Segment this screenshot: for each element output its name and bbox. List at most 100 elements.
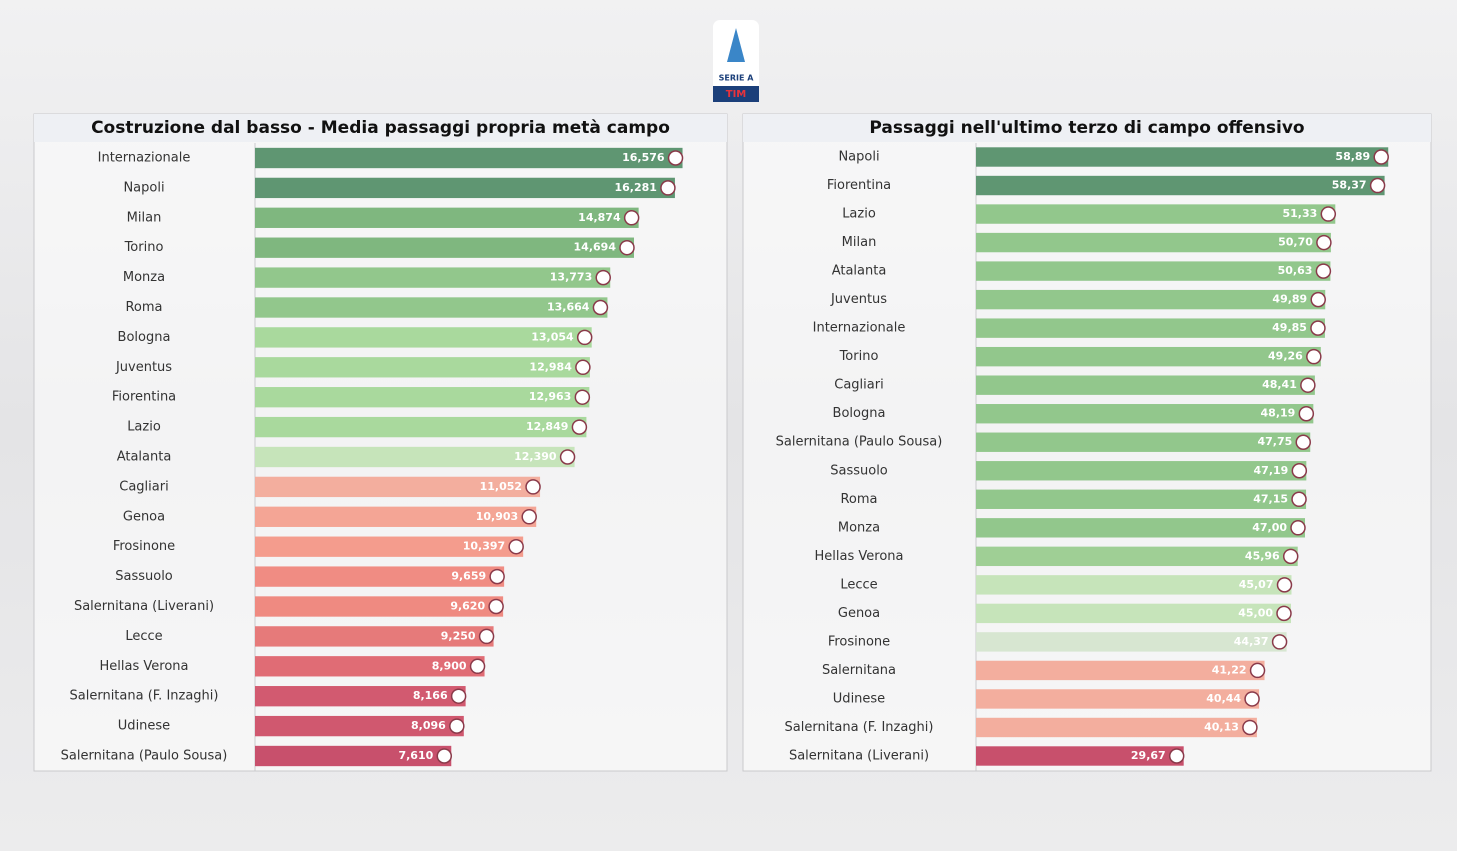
team-badge [667, 150, 684, 166]
category-label: Salernitana [822, 663, 896, 678]
value-label: 47,00 [1252, 521, 1287, 534]
team-badge [1271, 634, 1288, 650]
category-label: Atalanta [117, 450, 172, 465]
category-label: Salernitana (Paulo Sousa) [776, 435, 943, 450]
category-label: Roma [125, 300, 162, 315]
team-badge [1320, 206, 1337, 222]
bar [255, 656, 485, 677]
category-label: Roma [840, 492, 877, 507]
panel-title: Passaggi nell'ultimo terzo di campo offe… [869, 118, 1304, 138]
category-label: Bologna [118, 330, 171, 345]
team-badge [660, 180, 676, 196]
value-label: 58,89 [1335, 150, 1370, 163]
value-label: 16,576 [622, 151, 665, 164]
bar [976, 717, 1257, 738]
bar [976, 432, 1311, 452]
category-label: Genoa [838, 606, 880, 621]
panel-title: Costruzione dal basso - Media passaggi p… [91, 118, 670, 138]
category-label: Lazio [842, 207, 876, 222]
category-label: Internazionale [98, 151, 191, 166]
value-label: 11,052 [480, 480, 522, 493]
category-label: Lecce [125, 629, 162, 644]
category-label: Internazionale [813, 321, 906, 336]
team-badge [1244, 691, 1260, 707]
team-badge [1306, 348, 1322, 365]
bar [976, 346, 1321, 367]
bar [976, 746, 1184, 766]
team-badge [478, 628, 495, 645]
bar [255, 686, 466, 707]
value-label: 49,26 [1268, 350, 1303, 363]
value-label: 10,397 [463, 540, 505, 553]
bar [976, 575, 1292, 595]
team-badge [623, 210, 640, 226]
value-label: 44,37 [1234, 635, 1269, 648]
bar [255, 327, 592, 348]
category-label: Udinese [118, 719, 170, 734]
value-label: 16,281 [614, 181, 656, 194]
category-label: Frosinone [828, 634, 890, 649]
team-badge [576, 329, 593, 346]
team-badge [521, 509, 537, 525]
category-label: Genoa [123, 509, 165, 524]
team-badge [450, 688, 467, 704]
bar [255, 416, 587, 438]
bar [255, 745, 452, 767]
team-badge [1369, 177, 1386, 194]
team-badge [574, 389, 591, 405]
value-label: 40,13 [1204, 720, 1239, 733]
team-badge [575, 359, 591, 376]
value-label: 12,963 [529, 390, 571, 403]
value-label: 8,096 [411, 719, 446, 732]
category-label: Torino [839, 349, 879, 364]
value-label: 41,22 [1212, 663, 1247, 676]
value-label: 47,75 [1257, 435, 1292, 448]
value-label: 45,00 [1238, 606, 1273, 619]
team-badge [592, 299, 609, 316]
team-badge [1291, 491, 1307, 508]
bar [255, 237, 634, 258]
value-label: 45,96 [1245, 549, 1280, 562]
category-label: Lecce [840, 577, 877, 592]
bar [255, 357, 590, 378]
category-label: Cagliari [834, 378, 883, 393]
category-label: Bologna [833, 406, 886, 421]
value-label: 45,07 [1239, 578, 1274, 591]
team-badge [1310, 320, 1326, 336]
bar [255, 715, 464, 737]
category-label: Hellas Verona [815, 549, 904, 564]
value-label: 13,664 [547, 301, 590, 314]
bar [976, 318, 1325, 338]
bar [976, 660, 1265, 681]
category-label: Juventus [830, 292, 887, 307]
value-label: 49,89 [1272, 293, 1307, 306]
value-label: 8,166 [413, 689, 448, 702]
value-label: 29,67 [1131, 749, 1166, 762]
bar [255, 267, 611, 288]
value-label: 58,37 [1332, 179, 1367, 192]
bar [255, 626, 494, 647]
panel-header [34, 114, 727, 142]
bar [976, 232, 1331, 253]
team-badge [619, 239, 635, 256]
bar [976, 632, 1287, 652]
team-badge [469, 658, 486, 675]
team-badge [436, 748, 453, 764]
logo-band [713, 86, 759, 102]
category-label: Frosinone [113, 539, 175, 554]
category-label: Juventus [115, 360, 172, 375]
bar [255, 506, 537, 527]
category-label: Torino [124, 240, 164, 255]
category-label: Salernitana (F. Inzaghi) [785, 720, 934, 735]
team-badge [1295, 434, 1311, 450]
team-badge [1291, 463, 1308, 479]
team-badge [1315, 263, 1332, 279]
value-label: 12,849 [526, 420, 568, 433]
bar [976, 518, 1305, 538]
team-badge [1249, 662, 1266, 679]
category-label: Cagliari [119, 479, 168, 494]
category-label: Fiorentina [112, 390, 176, 405]
category-label: Fiorentina [827, 178, 891, 193]
bar [255, 147, 683, 169]
